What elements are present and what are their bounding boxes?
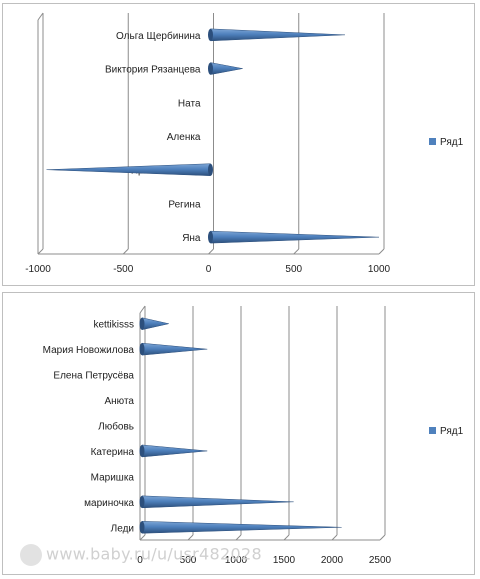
chart-2-category-label: Любовь — [98, 421, 134, 433]
chart-2-grid-foot-5 — [379, 534, 386, 541]
chart-1-bar — [210, 230, 380, 244]
chart-panel-1: -1000 -500 0 500 1000 Ольга Щербинина Виктория… — [2, 3, 475, 286]
chart-2-grid-foot-0 — [139, 534, 146, 541]
chart-2-bar — [141, 342, 208, 356]
chart-1-category-label: Ольга Щербинина — [116, 30, 201, 42]
chart-2-left-wall-top — [139, 305, 146, 314]
chart-2-tick-label: 0 — [137, 555, 143, 566]
chart-2-category-label: мариночка — [84, 498, 134, 509]
chart-2-legend-label: Ряд1 — [440, 426, 464, 437]
chart-2-tick-label: 1000 — [225, 555, 248, 566]
chart-1-left-wall-top — [37, 12, 44, 21]
chart-1-tick-label: 0 — [206, 264, 212, 275]
chart-2-bar-base — [139, 444, 145, 457]
chart-1-svg: -1000 -500 0 500 1000 Ольга Щербинина Виктория… — [25, 12, 464, 275]
chart-1-tick-label: -1000 — [25, 264, 51, 275]
chart-2-category-label: Катерина — [91, 447, 135, 458]
chart-2-grid-foot-3 — [283, 534, 290, 541]
chart-1-bar-base — [208, 163, 213, 176]
chart-2-bar — [141, 495, 294, 509]
chart-1-category-label: Аленка — [167, 132, 201, 143]
chart-2-tick-label: 1500 — [273, 555, 296, 566]
chart-2-category-label: Маришка — [91, 472, 135, 483]
chart-1-tick-label: 1000 — [368, 264, 391, 275]
watermark: www.baby.ru/u/usr482028 — [20, 544, 262, 566]
chart-1-grid-foot-1 — [122, 248, 129, 255]
chart-2-category-label: Елена Петрусёва — [53, 371, 134, 382]
chart-2-tick-label: 2500 — [369, 555, 392, 566]
chart-1-category-label: Регина — [168, 199, 201, 210]
chart-1-bar — [210, 62, 243, 75]
chart-1-grid-foot-3 — [293, 248, 300, 255]
chart-1-grid-foot-2 — [208, 248, 214, 255]
chart-1-category-label: Яна — [182, 233, 201, 244]
chart-1-tick-label: -500 — [113, 264, 133, 275]
chart-2-bar — [141, 444, 208, 458]
chart-2-tick-label: 2000 — [321, 555, 344, 566]
chart-1-tick-label: 500 — [285, 264, 302, 275]
chart-2-bar — [141, 317, 169, 331]
chart-2-tick-label: 500 — [180, 555, 197, 566]
chart-1-bar-base — [208, 28, 213, 41]
chart-2-grid-foot-1 — [187, 534, 194, 541]
chart-2-category-label: Анюта — [104, 396, 134, 407]
chart-panel-2: 0 500 1000 1500 2000 2500 kettikisss Мария Ново… — [2, 292, 475, 575]
baby-logo-icon — [20, 544, 42, 566]
chart-1-category-label: Виктория Рязанцева — [105, 65, 201, 76]
chart-1-legend-swatch — [429, 138, 436, 145]
chart-1-category-label: Ната — [178, 98, 201, 109]
watermark-text: www.baby.ru/u/usr482028 — [46, 544, 262, 564]
chart-1-bar — [210, 28, 345, 42]
chart-2-bar — [141, 521, 342, 534]
chart-2-grid-foot-2 — [235, 534, 242, 541]
chart-2-category-label: Мария Новожилова — [43, 345, 135, 356]
chart-2-bar-base — [139, 317, 145, 330]
chart-1-bar-base — [208, 62, 213, 75]
chart-2-bar-base — [139, 521, 145, 534]
chart-2-category-label: kettikisss — [93, 320, 134, 331]
chart-1-grid-foot-0 — [37, 248, 44, 255]
chart-1-bar-base — [208, 231, 213, 244]
chart-1-grid-foot-4 — [378, 248, 385, 255]
chart-2-bar-base — [139, 495, 145, 508]
chart-2-grid-foot-4 — [331, 534, 338, 541]
chart-2-legend-swatch — [429, 427, 436, 434]
chart-2-svg: 0 500 1000 1500 2000 2500 kettikisss Мария Ново… — [43, 305, 464, 566]
chart-1-legend-label: Ряд1 — [440, 137, 464, 148]
chart-2-bar-base — [139, 343, 145, 356]
chart-2-category-label: Леди — [111, 523, 134, 534]
